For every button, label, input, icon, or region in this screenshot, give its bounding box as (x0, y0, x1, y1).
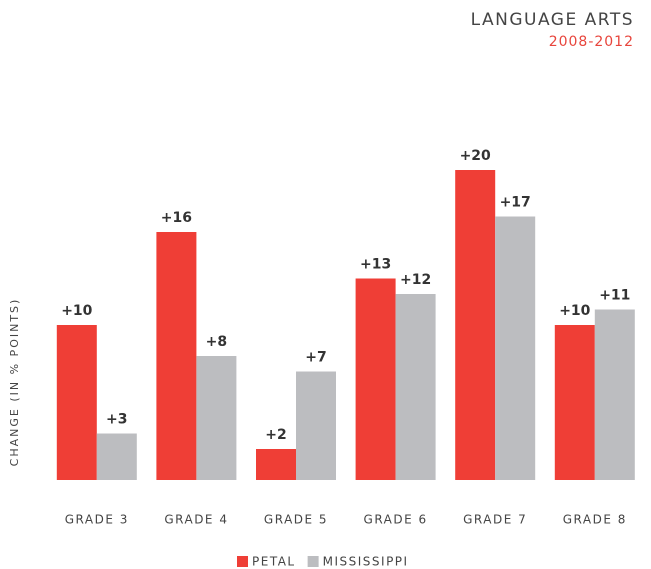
chart-subtitle: 2008-2012 (549, 34, 634, 50)
legend-swatch (237, 556, 248, 567)
x-tick-label: GRADE 7 (463, 513, 527, 527)
legend-swatch (307, 556, 319, 567)
y-axis-label: CHANGE (IN % POINTS) (8, 298, 21, 467)
bar (296, 371, 336, 480)
legend-label: MISSISSIPPI (323, 555, 409, 569)
bar (196, 356, 237, 480)
bar (156, 232, 197, 480)
value-label: +20 (460, 148, 491, 164)
bar (395, 294, 436, 480)
bar (455, 170, 496, 480)
value-label: +7 (305, 350, 326, 366)
value-label: +10 (559, 303, 590, 319)
value-label: +11 (599, 288, 630, 304)
bar (256, 449, 296, 480)
bar (554, 325, 595, 480)
bar (594, 309, 635, 480)
value-label: +8 (206, 334, 227, 350)
x-tick-label: GRADE 5 (264, 513, 328, 527)
legend-label: PETAL (252, 555, 296, 569)
value-label: +12 (400, 272, 431, 288)
value-label: +13 (360, 257, 391, 273)
bar (355, 278, 396, 480)
value-label: +2 (265, 427, 286, 443)
bar (96, 433, 137, 480)
x-tick-label: GRADE 3 (65, 513, 129, 527)
chart-title: LANGUAGE ARTS (471, 10, 634, 30)
x-tick-label: GRADE 4 (164, 513, 228, 527)
value-label: +16 (161, 210, 192, 226)
x-tick-label: GRADE 6 (364, 513, 428, 527)
x-tick-label: GRADE 8 (563, 513, 627, 527)
value-label: +10 (61, 303, 92, 319)
bar (56, 325, 97, 480)
value-label: +3 (106, 412, 127, 428)
value-label: +17 (500, 195, 531, 211)
bar (495, 216, 536, 480)
